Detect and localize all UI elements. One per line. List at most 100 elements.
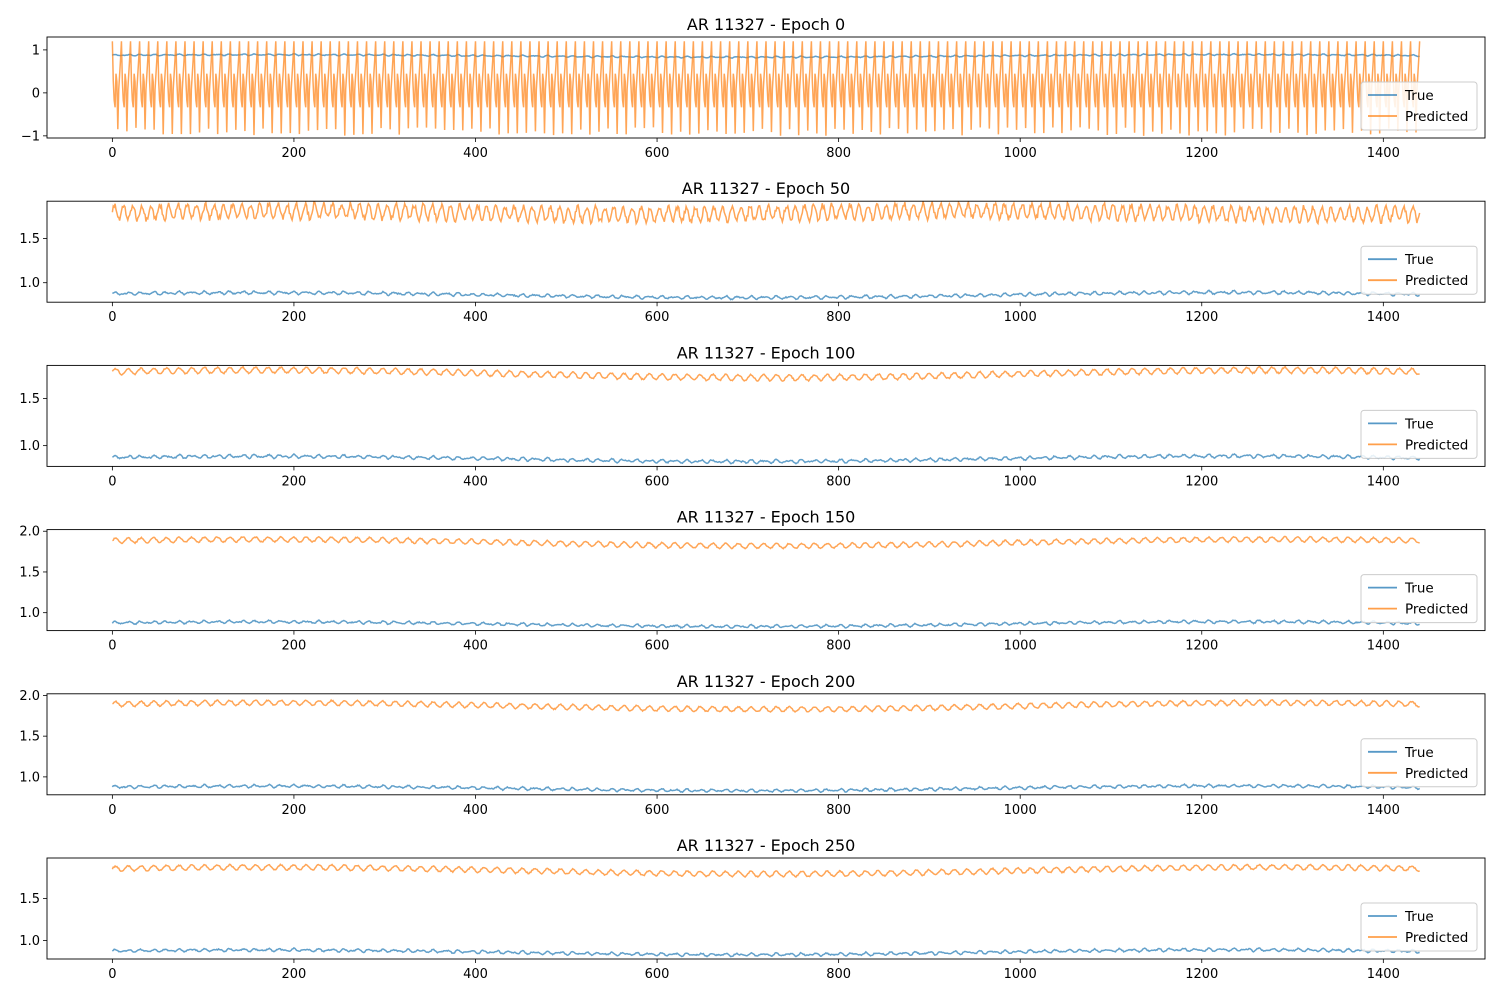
series-line-true bbox=[112, 452, 1421, 465]
x-tick-label: 200 bbox=[282, 803, 307, 818]
x-tick-label: 1200 bbox=[1185, 967, 1218, 982]
legend-box bbox=[1360, 738, 1478, 788]
subplot-title: AR 11327 - Epoch 200 bbox=[677, 672, 856, 691]
y-tick-label: 1.5 bbox=[19, 892, 40, 907]
x-tick-label: 400 bbox=[463, 146, 488, 161]
series-line-predicted bbox=[111, 201, 1421, 227]
x-tick-label: 1200 bbox=[1185, 803, 1218, 818]
subplot-title: AR 11327 - Epoch 150 bbox=[677, 508, 856, 527]
legend: True Predicted bbox=[1360, 409, 1478, 459]
x-tick-label: 400 bbox=[463, 310, 488, 325]
x-tick-label: 400 bbox=[463, 967, 488, 982]
y-tick-label: 1.0 bbox=[19, 439, 40, 454]
x-tick-label: 600 bbox=[645, 639, 670, 654]
x-tick-label: 600 bbox=[645, 967, 670, 982]
x-tick-label: 600 bbox=[645, 803, 670, 818]
series-line-predicted bbox=[111, 365, 1420, 383]
x-tick-label: 600 bbox=[645, 310, 670, 325]
y-tick-label: 2.0 bbox=[19, 525, 40, 540]
x-tick-label: 800 bbox=[826, 146, 851, 161]
y-tick-label: 1.5 bbox=[19, 730, 40, 745]
x-tick-label: 1400 bbox=[1367, 474, 1400, 489]
y-tick-label: 1.0 bbox=[19, 770, 40, 785]
x-tick-label: 400 bbox=[463, 803, 488, 818]
axes-frame bbox=[46, 364, 1486, 467]
y-tick-label: 1.0 bbox=[19, 606, 40, 621]
legend-label-true: True bbox=[1404, 416, 1434, 432]
legend: True Predicted bbox=[1360, 81, 1478, 131]
series-line-predicted bbox=[112, 535, 1420, 550]
subplot-title: AR 11327 - Epoch 50 bbox=[682, 179, 850, 198]
y-tick-label: 1 bbox=[32, 43, 40, 58]
x-tick-label: 1400 bbox=[1367, 803, 1400, 818]
x-tick-label: 800 bbox=[826, 967, 851, 982]
x-tick-label: 600 bbox=[645, 146, 670, 161]
x-tick-label: 1200 bbox=[1185, 474, 1218, 489]
x-tick-label: 1000 bbox=[1004, 474, 1037, 489]
legend: True Predicted bbox=[1360, 245, 1478, 295]
y-tick-label: 1.5 bbox=[19, 565, 40, 580]
x-tick-label: 0 bbox=[108, 310, 116, 325]
y-tick-label: 1.0 bbox=[19, 934, 40, 949]
legend-label-predicted: Predicted bbox=[1405, 930, 1468, 946]
x-tick-label: 1200 bbox=[1185, 310, 1218, 325]
y-tick-label: −1 bbox=[21, 129, 40, 144]
subplot-2: AR 11327 - Epoch 100 0 200 400 600 800 1000 120… bbox=[19, 343, 1486, 489]
x-tick-label: 0 bbox=[108, 967, 116, 982]
axes-frame bbox=[46, 857, 1486, 960]
x-tick-label: 800 bbox=[826, 474, 851, 489]
x-tick-label: 200 bbox=[282, 146, 307, 161]
series-line-true bbox=[112, 289, 1420, 301]
subplot-title: AR 11327 - Epoch 250 bbox=[677, 836, 856, 855]
legend: True Predicted bbox=[1360, 574, 1478, 624]
x-tick-label: 0 bbox=[108, 803, 116, 818]
legend-label-true: True bbox=[1404, 88, 1434, 104]
legend-label-predicted: Predicted bbox=[1405, 602, 1468, 618]
x-tick-label: 1000 bbox=[1004, 146, 1037, 161]
legend-box bbox=[1360, 245, 1478, 295]
x-tick-label: 200 bbox=[282, 967, 307, 982]
x-tick-label: 800 bbox=[826, 803, 851, 818]
y-tick-label: 1.5 bbox=[19, 232, 40, 247]
x-tick-label: 0 bbox=[108, 146, 116, 161]
series-line-true bbox=[111, 947, 1420, 958]
x-tick-label: 1400 bbox=[1367, 639, 1400, 654]
x-tick-label: 1200 bbox=[1185, 639, 1218, 654]
legend-label-predicted: Predicted bbox=[1405, 437, 1468, 453]
x-tick-label: 800 bbox=[826, 310, 851, 325]
legend-box bbox=[1360, 574, 1478, 624]
x-tick-label: 1400 bbox=[1367, 310, 1400, 325]
subplot-title: AR 11327 - Epoch 100 bbox=[677, 343, 856, 362]
y-tick-label: 2.0 bbox=[19, 689, 40, 704]
x-tick-label: 1200 bbox=[1185, 146, 1218, 161]
legend-box bbox=[1360, 409, 1478, 459]
subplot-3: AR 11327 - Epoch 150 0 200 400 600 800 1000 120… bbox=[19, 508, 1486, 654]
x-tick-label: 0 bbox=[108, 474, 116, 489]
x-tick-label: 1000 bbox=[1004, 310, 1037, 325]
legend-label-predicted: Predicted bbox=[1405, 109, 1468, 125]
legend-label-true: True bbox=[1404, 745, 1434, 761]
axes-frame bbox=[46, 36, 1486, 139]
subplot-5: AR 11327 - Epoch 250 0 200 400 600 800 1000 120… bbox=[19, 836, 1486, 982]
series-line-predicted bbox=[111, 863, 1420, 879]
legend-box bbox=[1360, 902, 1478, 952]
y-tick-label: 1.0 bbox=[19, 276, 40, 291]
legend: True Predicted bbox=[1360, 902, 1478, 952]
x-tick-label: 1400 bbox=[1367, 967, 1400, 982]
x-tick-label: 200 bbox=[282, 474, 307, 489]
legend-label-true: True bbox=[1404, 252, 1434, 268]
x-tick-label: 600 bbox=[645, 474, 670, 489]
x-tick-label: 1000 bbox=[1004, 639, 1037, 654]
x-tick-label: 1000 bbox=[1004, 967, 1037, 982]
subplot-0: AR 11327 - Epoch 0 0 200 400 600 800 1000 1200 1… bbox=[21, 15, 1486, 161]
y-tick-label: 0 bbox=[32, 86, 40, 101]
series-line-true bbox=[111, 618, 1420, 630]
subplot-1: AR 11327 - Epoch 50 0 200 400 600 800 1000 1200… bbox=[19, 179, 1486, 325]
legend-label-true: True bbox=[1404, 909, 1434, 925]
legend-label-predicted: Predicted bbox=[1405, 766, 1468, 782]
legend-label-true: True bbox=[1404, 581, 1434, 597]
series-line-true bbox=[111, 783, 1421, 794]
x-tick-label: 800 bbox=[826, 639, 851, 654]
legend-box bbox=[1360, 81, 1478, 131]
